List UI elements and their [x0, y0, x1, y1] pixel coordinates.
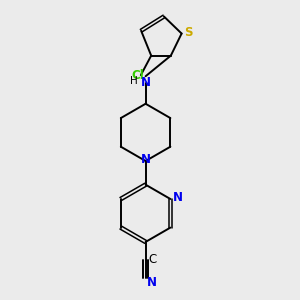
Text: N: N	[147, 276, 157, 289]
Text: N: N	[141, 76, 151, 89]
Text: C: C	[148, 253, 156, 266]
Text: N: N	[141, 153, 151, 167]
Text: N: N	[172, 191, 182, 204]
Text: H: H	[130, 76, 137, 85]
Text: S: S	[184, 26, 193, 39]
Text: Cl: Cl	[132, 69, 145, 82]
